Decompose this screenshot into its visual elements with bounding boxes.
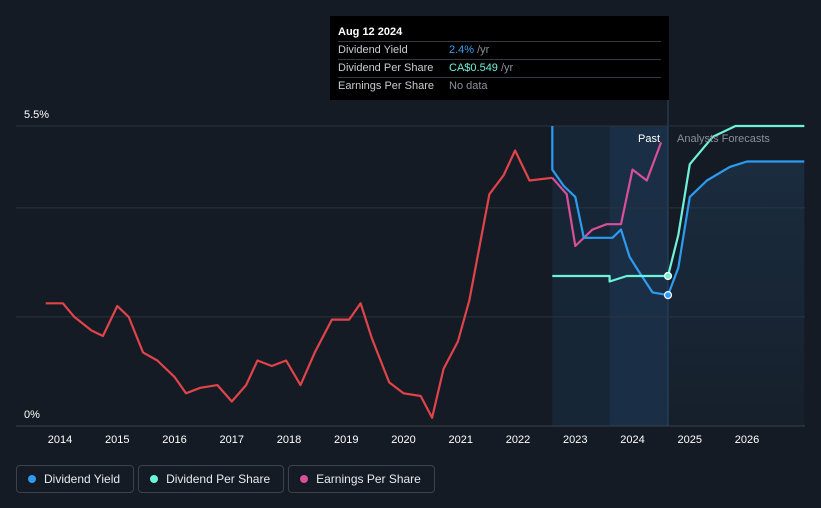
earnings-per-share-line-recent <box>551 142 663 248</box>
x-tick-label: 2023 <box>563 434 587 446</box>
legend-label: Dividend Yield <box>44 472 121 486</box>
tooltip-value: No data <box>449 80 488 92</box>
tooltip-label: Dividend Per Share <box>338 62 434 74</box>
x-tick-label: 2025 <box>678 434 702 446</box>
legend-item-dividend-per-share[interactable]: Dividend Per Share <box>138 465 285 493</box>
tooltip-unit: /yr <box>477 44 490 56</box>
dividend-yield-marker <box>663 290 673 300</box>
tooltip-label: Earnings Per Share <box>338 80 434 92</box>
y-axis-label-bottom: 0% <box>24 409 40 421</box>
dot-icon <box>150 475 159 483</box>
past-region-bands <box>552 100 669 426</box>
x-tick-label: 2022 <box>506 434 530 446</box>
legend-item-dividend-yield[interactable]: Dividend Yield <box>16 465 135 493</box>
past-label: Past <box>638 133 660 145</box>
tooltip-date: Aug 12 2024 <box>338 26 403 38</box>
dividend-per-share-line <box>552 124 805 283</box>
x-tick-label: 2021 <box>449 434 473 446</box>
legend-label: Dividend Per Share <box>166 472 271 486</box>
x-tick-label: 2026 <box>735 434 759 446</box>
tooltip: Aug 12 2024 Dividend Yield 2.4%/yr Divid… <box>330 16 669 100</box>
dividend-yield-line <box>551 126 805 297</box>
x-tick-label: 2024 <box>620 434 644 446</box>
dot-icon <box>300 475 309 483</box>
dot-icon <box>28 475 36 483</box>
series-lines <box>45 124 805 426</box>
tooltip-value: 2.4% <box>449 44 475 56</box>
x-tick-label: 2019 <box>334 434 358 446</box>
tooltip-row-earnings-per-share: Earnings Per Share No data <box>338 77 661 95</box>
x-tick-label: 2018 <box>277 434 301 446</box>
earnings-per-share-line <box>45 149 553 419</box>
forecast-label: Analysts Forecasts <box>677 133 770 145</box>
dividend-per-share-marker <box>663 271 673 281</box>
x-tick-label: 2015 <box>105 434 129 446</box>
tooltip-row-dividend-per-share: Dividend Per Share CA$0.549/yr <box>338 59 661 77</box>
tooltip-value: CA$0.549 <box>449 62 498 74</box>
tooltip-label: Dividend Yield <box>338 44 408 56</box>
x-axis-ticks: 2014 2015 2016 2017 2018 2019 2020 2021 2022 2023… <box>48 434 759 446</box>
legend: Dividend Yield Dividend Per Share Earnin… <box>16 465 435 493</box>
x-tick-label: 2020 <box>391 434 415 446</box>
x-tick-label: 2014 <box>48 434 72 446</box>
tooltip-unit: /yr <box>500 62 514 74</box>
tooltip-row-dividend-yield: Dividend Yield 2.4%/yr <box>338 41 661 59</box>
x-tick-label: 2017 <box>220 434 244 446</box>
legend-item-earnings-per-share[interactable]: Earnings Per Share <box>288 465 435 493</box>
x-tick-label: 2016 <box>162 434 186 446</box>
y-axis-label-top: 5.5% <box>24 109 49 121</box>
legend-label: Earnings Per Share <box>316 472 421 486</box>
dividend-yield-forecast-area <box>667 161 805 426</box>
